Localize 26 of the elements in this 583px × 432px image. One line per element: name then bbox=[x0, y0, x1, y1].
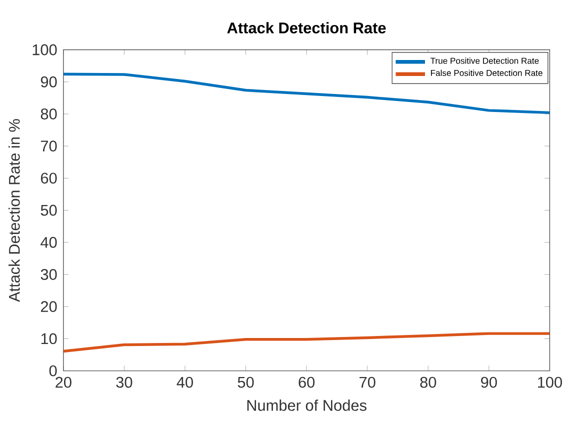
y-tick-label: 100 bbox=[32, 44, 57, 56]
y-axis-title: Attack Detection Rate in % bbox=[8, 119, 20, 302]
x-axis-title: Number of Nodes bbox=[247, 400, 366, 411]
y-tick-label: 20 bbox=[40, 301, 57, 312]
y-tick-label: 40 bbox=[40, 237, 57, 248]
y-tick-label: 10 bbox=[41, 333, 57, 344]
x-tick-label: 70 bbox=[360, 376, 376, 388]
x-tick-label: 60 bbox=[298, 376, 315, 388]
y-tick-label: 30 bbox=[40, 269, 57, 280]
x-tick-label: 50 bbox=[238, 376, 254, 388]
legend-label: False Positive Detection Rate bbox=[431, 70, 542, 76]
line-series bbox=[63, 332, 550, 353]
y-tick-label: 80 bbox=[40, 108, 57, 120]
y-tick-label: 70 bbox=[40, 140, 57, 152]
x-tick-label: 40 bbox=[176, 376, 193, 388]
chart-title: Attack Detection Rate bbox=[227, 22, 386, 34]
y-tick-label: 60 bbox=[40, 172, 57, 184]
x-tick-label: 30 bbox=[116, 376, 132, 388]
x-tick-label: 80 bbox=[420, 376, 436, 388]
y-tick-label: 50 bbox=[40, 204, 57, 216]
x-tick-label: 100 bbox=[538, 376, 562, 388]
y-tick-label: 0 bbox=[49, 365, 57, 376]
legend-label: True Positive Detection Rate bbox=[430, 58, 539, 64]
y-tick-label: 90 bbox=[40, 76, 57, 88]
x-tick-label: 20 bbox=[56, 376, 72, 388]
x-tick-label: 90 bbox=[481, 376, 497, 388]
